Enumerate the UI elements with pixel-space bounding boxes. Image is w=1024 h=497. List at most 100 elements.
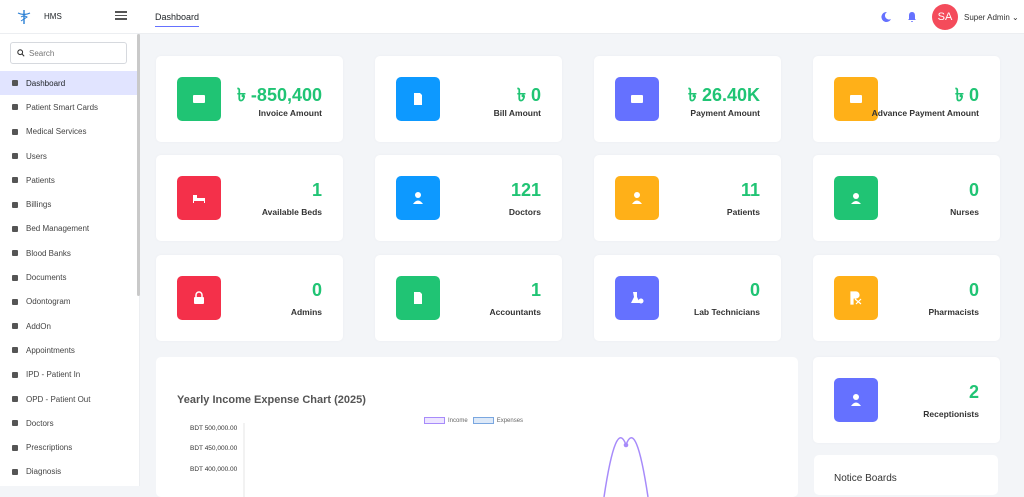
stat-value: 11 bbox=[740, 180, 760, 200]
stat-card-patients[interactable]: 11 Patients bbox=[594, 155, 781, 241]
sidebar-item-ipd-patient-in[interactable]: IPD - Patient In bbox=[0, 363, 138, 387]
sidebar-item-label: Diagnosis bbox=[26, 467, 62, 477]
calendar-icon bbox=[12, 347, 18, 354]
stat-icon-box bbox=[396, 276, 440, 320]
app-name: HMS bbox=[44, 12, 62, 21]
stat-card-doctors[interactable]: 121 Doctors bbox=[375, 155, 562, 241]
stat-label: Accountants bbox=[489, 307, 541, 317]
y-tick-label: BDT 400,000.00 bbox=[190, 466, 238, 473]
stat-card-bill-amount[interactable]: ৳ 0 Bill Amount bbox=[375, 56, 562, 142]
menu-toggle-icon[interactable] bbox=[115, 9, 127, 21]
sidebar-search[interactable] bbox=[10, 42, 127, 64]
sidebar-item-patients[interactable]: Patients bbox=[0, 168, 138, 192]
bell-icon[interactable] bbox=[906, 11, 918, 23]
user-name: Super Admin bbox=[964, 12, 1010, 22]
sidebar-item-bed-management[interactable]: Bed Management bbox=[0, 217, 138, 241]
sidebar-item-diagnosis[interactable]: Diagnosis bbox=[0, 460, 138, 484]
sidebar-item-documents[interactable]: Documents bbox=[0, 265, 138, 289]
stat-card-lab-technicians[interactable]: 0 Lab Technicians bbox=[594, 255, 781, 341]
y-tick-label: BDT 450,000.00 bbox=[190, 445, 238, 452]
stat-icon-box bbox=[396, 176, 440, 220]
stat-icon-box bbox=[177, 276, 221, 320]
stat-card-nurses[interactable]: 0 Nurses bbox=[813, 155, 1000, 241]
stat-label: Payment Amount bbox=[690, 108, 760, 118]
user-add-icon bbox=[12, 323, 18, 330]
stat-label: Receptionists bbox=[923, 409, 979, 419]
sidebar-item-label: IPD - Patient In bbox=[26, 370, 81, 380]
sidebar: Dashboard Patient Smart Cards Medical Serv… bbox=[0, 34, 140, 486]
income-point bbox=[623, 442, 629, 448]
stat-icon-box bbox=[396, 77, 440, 121]
brand[interactable]: HMS bbox=[0, 0, 140, 34]
sidebar-item-label: Doctors bbox=[26, 418, 54, 428]
stat-icon-box bbox=[615, 276, 659, 320]
tooth-icon bbox=[12, 298, 18, 305]
legend-label-income: Income bbox=[448, 417, 468, 424]
stat-icon-box bbox=[834, 176, 878, 220]
stat-icon-box bbox=[615, 176, 659, 220]
sidebar-item-billings[interactable]: Billings bbox=[0, 192, 138, 216]
user-menu[interactable]: Super Admin ⌄ bbox=[964, 13, 1024, 22]
sidebar-item-label: Billings bbox=[26, 200, 52, 210]
user-icon bbox=[12, 177, 18, 184]
legend-swatch-expenses[interactable] bbox=[472, 417, 494, 424]
sidebar-menu: Dashboard Patient Smart Cards Medical Serv… bbox=[0, 71, 138, 484]
stat-card-admins[interactable]: 0 Admins bbox=[156, 255, 343, 341]
bill-icon bbox=[414, 93, 422, 105]
sidebar-item-medical-services[interactable]: Medical Services bbox=[0, 120, 138, 144]
chart-legend: Income Expenses bbox=[424, 417, 523, 424]
caduceus-logo-icon bbox=[17, 9, 31, 24]
search-input[interactable] bbox=[29, 48, 119, 58]
sidebar-item-prescriptions[interactable]: Prescriptions bbox=[0, 435, 138, 459]
stat-card-available-beds[interactable]: 1 Available Beds bbox=[156, 155, 343, 241]
drop-icon bbox=[12, 250, 18, 257]
sidebar-item-label: Appointments bbox=[26, 345, 75, 355]
sidebar-item-opd-patient-out[interactable]: OPD - Patient Out bbox=[0, 387, 138, 411]
header-actions: SA Super Admin ⌄ bbox=[880, 0, 1024, 34]
sidebar-item-addon[interactable]: AddOn bbox=[0, 314, 138, 338]
sidebar-item-users[interactable]: Users bbox=[0, 144, 138, 168]
sidebar-item-odontogram[interactable]: Odontogram bbox=[0, 290, 138, 314]
stat-card-pharmacists[interactable]: 0 Pharmacists bbox=[813, 255, 1000, 341]
receptionist-icon bbox=[851, 394, 861, 406]
stat-card-advance-payment-amount[interactable]: ৳ 0 Advance Payment Amount bbox=[813, 56, 1000, 142]
sidebar-item-appointments[interactable]: Appointments bbox=[0, 338, 138, 362]
moon-icon[interactable] bbox=[880, 11, 892, 23]
sidebar-item-label: Users bbox=[26, 151, 47, 161]
stat-card-receptionists[interactable]: 2 Receptionists bbox=[813, 357, 1000, 443]
stat-icon-box bbox=[177, 176, 221, 220]
stat-value: 0 bbox=[749, 280, 760, 300]
sidebar-item-patient-smart-cards[interactable]: Patient Smart Cards bbox=[0, 95, 138, 119]
stat-card-accountants[interactable]: 1 Accountants bbox=[375, 255, 562, 341]
tab-dashboard[interactable]: Dashboard bbox=[155, 12, 200, 27]
top-nav: Dashboard bbox=[155, 0, 200, 34]
stat-label: Available Beds bbox=[261, 207, 322, 217]
file-icon bbox=[12, 201, 18, 208]
sidebar-scrollbar[interactable] bbox=[137, 34, 140, 296]
top-bar: HMS Dashboard SA Super Admin ⌄ bbox=[0, 0, 1024, 34]
sidebar-item-label: AddOn bbox=[26, 321, 51, 331]
stat-label: Doctors bbox=[508, 207, 541, 217]
search-icon bbox=[17, 49, 25, 57]
stat-icon-box bbox=[834, 276, 878, 320]
stat-value: 0 bbox=[311, 280, 322, 300]
stat-value: 0 bbox=[968, 180, 979, 200]
lab-icon bbox=[631, 292, 644, 304]
legend-swatch-income[interactable] bbox=[424, 417, 445, 424]
sidebar-item-dashboard[interactable]: Dashboard bbox=[0, 71, 138, 96]
chevron-down-icon: ⌄ bbox=[1012, 12, 1019, 22]
bed-icon bbox=[12, 225, 18, 232]
avatar[interactable]: SA bbox=[932, 4, 958, 30]
nurse-icon bbox=[851, 193, 861, 204]
stat-card-payment-amount[interactable]: ৳ 26.40K Payment Amount bbox=[594, 56, 781, 142]
legend-label-expenses: Expenses bbox=[496, 417, 524, 424]
stat-value: 2 bbox=[968, 382, 979, 402]
sidebar-item-blood-banks[interactable]: Blood Banks bbox=[0, 241, 138, 265]
prescription-icon bbox=[12, 444, 18, 451]
stat-value: ৳ 26.40K bbox=[687, 85, 760, 105]
stat-card-invoice-amount[interactable]: ৳ -850,400 Invoice Amount bbox=[156, 56, 343, 142]
sidebar-item-doctors[interactable]: Doctors bbox=[0, 411, 138, 435]
stat-value: 0 bbox=[968, 280, 979, 300]
stat-label: Pharmacists bbox=[928, 307, 979, 317]
sidebar-item-label: Odontogram bbox=[26, 297, 71, 307]
